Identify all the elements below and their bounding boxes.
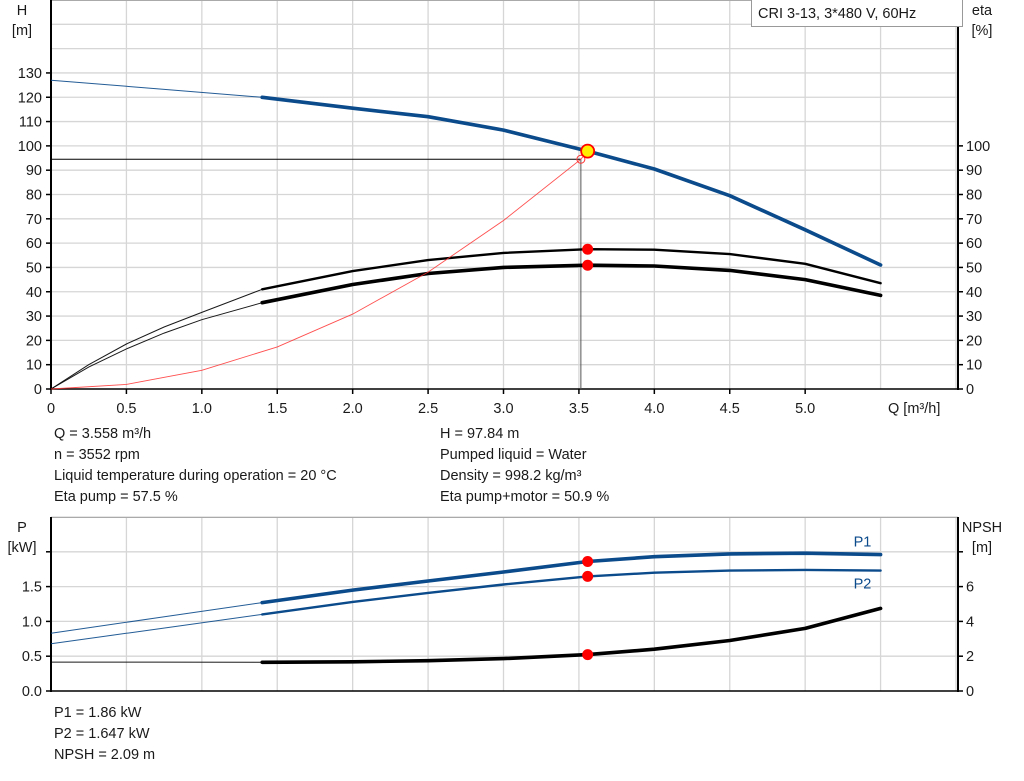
- info-p2: P2 = 1.647 kW: [54, 726, 150, 742]
- x-tick-label: 0.5: [116, 401, 136, 417]
- x-tick-label: 3.5: [569, 401, 589, 417]
- x-tick-label: 4.0: [644, 401, 664, 417]
- upper-right-tick-label: 20: [966, 333, 982, 349]
- lower-left-tick-label: 1.0: [22, 614, 42, 630]
- info-lower: P1 = 1.86 kW P2 = 1.647 kW NPSH = 2.09 m: [54, 703, 155, 766]
- curve-eta_pump_motor-extrapolated: [50, 302, 263, 390]
- info-liquid-temperature: Liquid temperature during operation = 20…: [54, 468, 337, 484]
- upper-right-axis-title: eta: [972, 3, 993, 19]
- info-eta-pump: Eta pump = 57.5 %: [54, 489, 178, 505]
- curve-label-P2: P2: [854, 577, 872, 593]
- pump-title: CRI 3-13, 3*480 V, 60Hz: [758, 6, 917, 22]
- x-tick-label: 4.5: [720, 401, 740, 417]
- upper-left-tick-label: 60: [26, 236, 42, 252]
- upper-right-tick-label: 50: [966, 260, 982, 276]
- upper-right-tick-label: 90: [966, 163, 982, 179]
- upper-left-tick-label: 100: [18, 139, 42, 155]
- curve-system_curve-extrapolated: [50, 150, 589, 390]
- upper-left-axis-title: H: [17, 3, 27, 19]
- upper-right-tick-label: 10: [966, 358, 982, 374]
- upper-right-tick-label: 60: [966, 236, 982, 252]
- upper-right-tick-label: 30: [966, 309, 982, 325]
- duty-point-p1: [582, 556, 594, 568]
- lower-left-axis-title: P: [17, 520, 27, 536]
- x-tick-label: 5.0: [795, 401, 815, 417]
- info-eta-pump-motor: Eta pump+motor = 50.9 %: [440, 489, 610, 505]
- upper-left-tick-label: 90: [26, 163, 42, 179]
- upper-right-tick-label: 100: [966, 139, 990, 155]
- upper-left-tick-label: 10: [26, 358, 42, 374]
- info-p1: P1 = 1.86 kW: [54, 705, 142, 721]
- lower-right-tick-label: 4: [966, 614, 974, 630]
- lower-right-axis-title: NPSH: [962, 520, 1002, 536]
- curve-P2-extrapolated: [50, 613, 263, 645]
- upper-left-tick-label: 110: [19, 115, 42, 131]
- upper-right-tick-label: 0: [966, 382, 974, 398]
- upper-left-tick-label: 130: [18, 66, 42, 82]
- duty-point-eta-pump: [582, 243, 594, 255]
- upper-left-tick-label: 80: [26, 188, 42, 204]
- info-upper-left: Q = 3.558 m³/h n = 3552 rpm Liquid tempe…: [54, 424, 337, 508]
- required-point-marker: [576, 154, 586, 164]
- duty-point-p2: [582, 570, 594, 582]
- upper-left-tick-label: 30: [26, 309, 42, 325]
- x-tick-label: 2.0: [343, 401, 363, 417]
- upper-left-tick-label: 40: [26, 285, 42, 301]
- x-tick-label: 3.0: [493, 401, 513, 417]
- curve-P2: [261, 568, 882, 616]
- upper-right-tick-label: 40: [966, 285, 982, 301]
- upper-left-tick-label: 0: [34, 382, 42, 398]
- info-flow: Q = 3.558 m³/h: [54, 426, 152, 442]
- upper-right-axis-unit: [%]: [972, 23, 993, 39]
- duty-point-eta-pump-motor: [582, 259, 594, 271]
- info-density: Density = 998.2 kg/m³: [440, 468, 582, 484]
- upper-right-tick-label: 70: [966, 212, 982, 228]
- info-head: H = 97.84 m: [440, 426, 520, 442]
- curve-H: [260, 95, 883, 267]
- duty-point-npsh: [582, 649, 594, 661]
- upper-left-tick-label: 70: [26, 212, 42, 228]
- lower-left-tick-label: 1.5: [22, 580, 42, 596]
- upper-left-axis-unit: [m]: [12, 23, 32, 39]
- info-speed: n = 3552 rpm: [54, 447, 140, 463]
- duty-point-head: [580, 143, 596, 159]
- lower-left-tick-label: 0.0: [22, 684, 42, 700]
- lower-right-tick-label: 2: [966, 649, 974, 665]
- lower-right-axis-unit: [m]: [972, 540, 992, 556]
- curve-NPSH: [260, 606, 883, 665]
- curve-label-P1: P1: [854, 535, 872, 551]
- x-tick-label: 2.5: [418, 401, 438, 417]
- pump-title-box: CRI 3-13, 3*480 V, 60Hz: [751, 0, 963, 27]
- upper-right-tick-label: 80: [966, 188, 982, 204]
- x-tick-label: 1.5: [267, 401, 287, 417]
- curve-eta_pump-extrapolated: [50, 288, 263, 390]
- lower-left-tick-label: 0.5: [22, 649, 42, 665]
- lower-left-axis-unit: [kW]: [8, 540, 37, 556]
- upper-left-tick-label: 20: [26, 333, 42, 349]
- info-pumped-liquid: Pumped liquid = Water: [440, 447, 587, 463]
- x-tick-label: 0: [47, 401, 55, 417]
- lower-right-tick-label: 0: [966, 684, 974, 700]
- x-tick-label: 1.0: [192, 401, 212, 417]
- info-upper-right: H = 97.84 m Pumped liquid = Water Densit…: [440, 424, 609, 508]
- lower-right-tick-label: 6: [966, 580, 974, 596]
- x-axis-title: Q [m³/h]: [888, 401, 940, 417]
- curve-H-extrapolated: [50, 79, 263, 98]
- upper-left-tick-label: 50: [26, 260, 42, 276]
- info-npsh: NPSH = 2.09 m: [54, 747, 156, 763]
- curve-P1-extrapolated: [50, 602, 263, 634]
- upper-left-tick-label: 120: [18, 90, 42, 106]
